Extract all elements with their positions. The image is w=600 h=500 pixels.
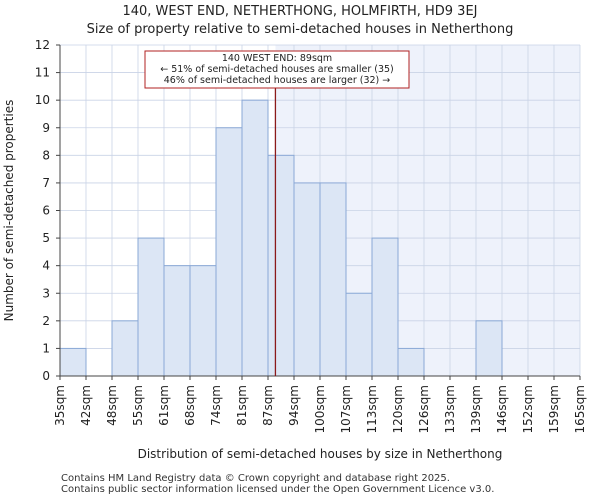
bar-61sqm (163, 265, 191, 377)
bar-139sqm (475, 320, 503, 377)
x-tick-label: 100sqm (313, 385, 327, 433)
bar-87sqm (267, 154, 295, 377)
footer-licence: Contains public sector information licen… (61, 484, 495, 495)
chart-title-block: 140, WEST END, NETHERTHONG, HOLMFIRTH, H… (0, 3, 600, 39)
y-tick-label: 3 (42, 286, 50, 300)
x-tick-label: 81sqm (235, 385, 249, 426)
annotation-line: 46% of semi-detached houses are larger (… (164, 75, 391, 86)
y-tick-label: 7 (42, 176, 50, 190)
annotation-line: 140 WEST END: 89sqm (222, 53, 332, 64)
annotation-box (144, 50, 410, 89)
x-tick-label: 61sqm (157, 385, 171, 426)
x-tick-label: 139sqm (469, 385, 483, 433)
bar-81sqm (241, 99, 269, 377)
bar-120sqm (397, 347, 425, 377)
x-tick-label: 48sqm (105, 385, 119, 426)
x-tick-label: 152sqm (521, 385, 535, 433)
y-tick-label: 10 (35, 93, 50, 107)
x-tick-label: 35sqm (53, 385, 67, 426)
x-tick-label: 87sqm (261, 385, 275, 426)
y-tick-label: 2 (42, 314, 50, 328)
bar-107sqm (345, 292, 373, 377)
chart-subtitle: Size of property relative to semi-detach… (86, 22, 514, 37)
annotation-line: ← 51% of semi-detached houses are smalle… (160, 64, 394, 75)
bar-55sqm (137, 237, 165, 377)
footer-copyright: Contains HM Land Registry data © Crown c… (61, 473, 450, 484)
bar-100sqm (319, 182, 347, 377)
x-axis-title: Distribution of semi-detached houses by … (138, 447, 503, 461)
y-tick-label: 5 (42, 231, 50, 245)
bar-35sqm (59, 347, 87, 377)
y-tick-label: 1 (42, 341, 50, 355)
x-tick-label: 74sqm (209, 385, 223, 426)
x-tick-label: 159sqm (547, 385, 561, 433)
x-tick-label: 165sqm (573, 385, 587, 433)
y-tick-label: 0 (42, 369, 50, 383)
bar-48sqm (111, 320, 139, 377)
y-tick-label: 6 (42, 204, 50, 218)
bar-113sqm (371, 237, 399, 377)
y-tick-label: 12 (35, 38, 50, 52)
x-tick-label: 133sqm (443, 385, 457, 433)
y-tick-label: 11 (35, 66, 50, 80)
x-tick-label: 126sqm (417, 385, 431, 433)
y-tick-label: 4 (42, 259, 50, 273)
x-tick-label: 107sqm (339, 385, 353, 433)
bar-94sqm (293, 182, 321, 377)
bar-74sqm (215, 127, 243, 377)
chart-title: 140, WEST END, NETHERTHONG, HOLMFIRTH, H… (122, 4, 478, 19)
x-tick-label: 120sqm (391, 385, 405, 433)
x-tick-label: 55sqm (131, 385, 145, 426)
y-tick-label: 9 (42, 121, 50, 135)
x-tick-label: 42sqm (79, 385, 93, 426)
x-tick-label: 68sqm (183, 385, 197, 426)
bar-68sqm (189, 265, 217, 377)
x-tick-label: 94sqm (287, 385, 301, 426)
x-tick-label: 146sqm (495, 385, 509, 433)
y-axis-title: Number of semi-detached properties (2, 100, 16, 322)
x-tick-label: 113sqm (365, 385, 379, 433)
y-tick-label: 8 (42, 148, 50, 162)
